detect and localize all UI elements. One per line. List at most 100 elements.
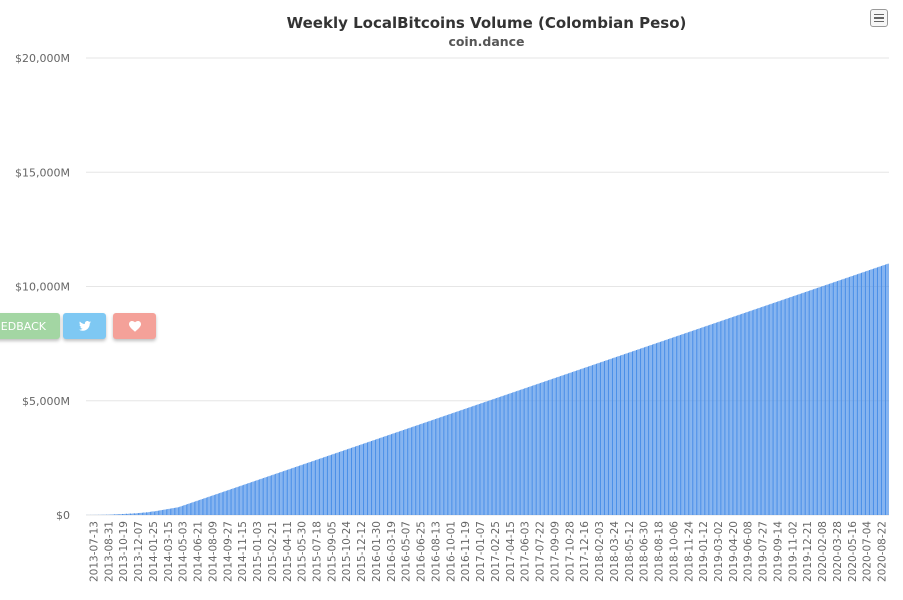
bar — [450, 413, 452, 515]
bar — [140, 512, 142, 515]
bar — [263, 477, 265, 515]
bar — [749, 311, 751, 515]
feedback-button[interactable]: EDBACK — [0, 313, 60, 339]
bar — [265, 477, 267, 515]
bar — [534, 384, 536, 515]
bar — [818, 287, 820, 515]
bar — [201, 499, 203, 515]
bar — [758, 307, 760, 515]
x-tick-label: 2016-03-19 — [386, 521, 398, 582]
bar — [550, 379, 552, 515]
bar — [842, 279, 844, 515]
bar — [743, 313, 745, 515]
bar — [592, 365, 594, 515]
bar — [385, 435, 387, 515]
bar — [347, 449, 349, 515]
bar — [574, 371, 576, 515]
bar — [693, 330, 695, 515]
bar — [610, 358, 612, 515]
bar — [506, 394, 508, 515]
bar — [404, 429, 406, 515]
bar — [412, 426, 414, 515]
y-tick-label: $10,000M — [15, 281, 70, 294]
bar — [293, 467, 295, 515]
bar — [725, 319, 727, 515]
bar — [397, 431, 399, 515]
bar — [633, 350, 635, 515]
menu-bar — [874, 20, 884, 23]
bar — [147, 512, 149, 515]
x-tick-label: 2018-10-06 — [668, 521, 680, 582]
bar — [514, 391, 516, 515]
bar — [377, 438, 379, 515]
bar — [466, 408, 468, 515]
hamburger-menu-icon[interactable] — [870, 9, 888, 27]
menu-bar — [874, 13, 884, 16]
bar — [352, 447, 354, 515]
bar — [458, 410, 460, 515]
bar — [438, 417, 440, 515]
x-tick-label: 2020-02-08 — [817, 521, 829, 582]
bar — [300, 465, 302, 515]
bar — [259, 479, 261, 515]
bar — [630, 351, 632, 515]
bar — [849, 276, 851, 515]
bar — [823, 285, 825, 515]
bar — [650, 345, 652, 515]
bar — [560, 376, 562, 515]
bar — [301, 464, 303, 515]
bar — [308, 462, 310, 515]
bar — [196, 500, 198, 515]
bar — [544, 381, 546, 515]
bar — [721, 320, 723, 515]
bar — [596, 363, 598, 515]
bar — [297, 466, 299, 515]
bar — [526, 387, 528, 515]
bar — [217, 493, 219, 515]
bar — [858, 273, 860, 515]
x-tick-label: 2020-03-28 — [832, 521, 844, 582]
bar — [847, 277, 849, 515]
bar — [741, 313, 743, 515]
bar — [160, 510, 162, 515]
bar — [881, 265, 883, 515]
bar — [148, 512, 150, 515]
x-tick-label: 2019-04-20 — [728, 521, 740, 582]
bar — [229, 489, 231, 515]
bar — [336, 452, 338, 515]
x-tick-label: 2015-04-11 — [282, 521, 294, 582]
bar — [620, 355, 621, 515]
bar — [255, 480, 257, 515]
bar — [163, 509, 165, 515]
bar — [627, 352, 629, 515]
bar — [861, 272, 863, 515]
heart-button[interactable] — [113, 313, 156, 339]
bar — [418, 424, 420, 515]
bar — [747, 311, 749, 515]
bar — [474, 405, 476, 515]
bar — [232, 488, 234, 515]
bar — [841, 279, 843, 515]
bar — [244, 484, 246, 515]
bar — [594, 364, 596, 515]
bar — [416, 425, 418, 515]
bar — [406, 428, 408, 515]
bar — [887, 263, 889, 515]
bar — [524, 388, 526, 515]
bar — [806, 291, 808, 515]
twitter-button[interactable] — [63, 313, 106, 339]
bar — [394, 432, 396, 515]
bar — [683, 333, 685, 515]
bar — [642, 347, 644, 515]
bar — [368, 441, 370, 515]
bar — [420, 424, 422, 515]
bar — [771, 303, 773, 515]
bar — [481, 403, 483, 515]
bar — [727, 318, 729, 515]
bar — [715, 322, 717, 515]
bar — [494, 398, 496, 515]
bar — [870, 269, 872, 515]
bar — [659, 341, 661, 515]
bar — [135, 513, 137, 515]
bar — [686, 332, 688, 515]
